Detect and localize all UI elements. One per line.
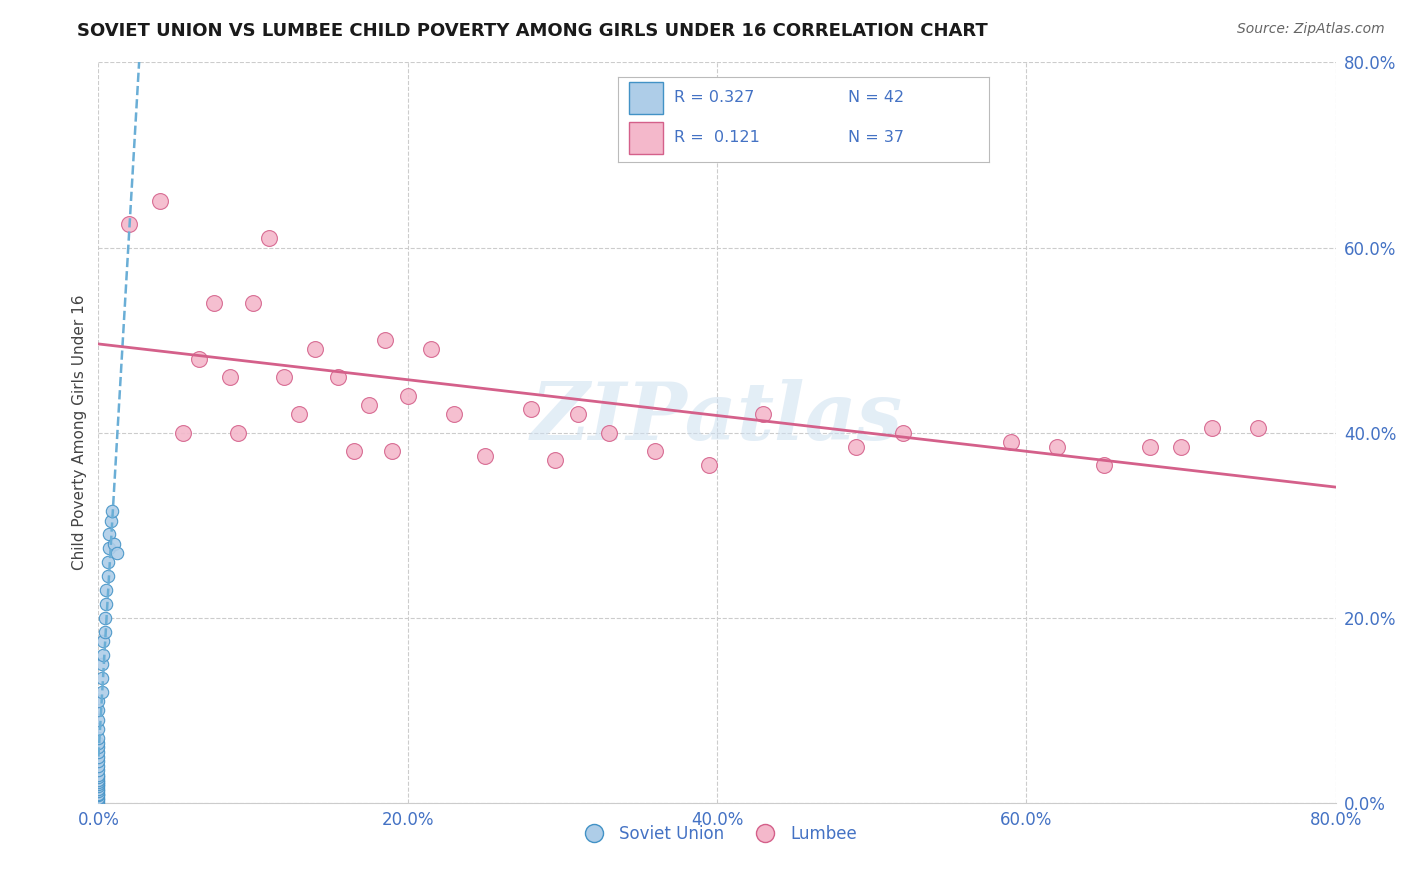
Point — [87, 764, 110, 778]
Point — [90, 685, 112, 699]
Point — [101, 504, 124, 518]
Point — [1247, 421, 1270, 435]
Point — [288, 407, 311, 421]
Point — [87, 745, 110, 759]
Point — [87, 791, 110, 805]
Point — [1170, 440, 1192, 454]
Point — [87, 779, 110, 793]
Point — [699, 458, 721, 472]
Point — [87, 768, 110, 782]
Point — [226, 425, 249, 440]
Point — [1201, 421, 1223, 435]
Point — [567, 407, 589, 421]
Point — [87, 731, 110, 745]
Point — [87, 703, 110, 717]
Point — [419, 343, 441, 357]
Point — [149, 194, 172, 209]
Text: SOVIET UNION VS LUMBEE CHILD POVERTY AMONG GIRLS UNDER 16 CORRELATION CHART: SOVIET UNION VS LUMBEE CHILD POVERTY AMO… — [77, 22, 988, 40]
Point — [87, 784, 110, 798]
Point — [87, 740, 110, 755]
Point — [87, 774, 110, 789]
Point — [644, 444, 666, 458]
Point — [87, 772, 110, 787]
Point — [891, 425, 914, 440]
Point — [91, 633, 114, 648]
Point — [242, 296, 264, 310]
Point — [1046, 440, 1069, 454]
Point — [343, 444, 366, 458]
Point — [752, 407, 775, 421]
Point — [87, 754, 110, 768]
Point — [87, 694, 110, 708]
Point — [87, 787, 110, 801]
Point — [520, 402, 543, 417]
Point — [1139, 440, 1161, 454]
Point — [87, 770, 110, 784]
Point — [98, 527, 121, 541]
Point — [118, 218, 141, 232]
Point — [273, 370, 295, 384]
Point — [97, 569, 120, 583]
Point — [326, 370, 350, 384]
Point — [257, 231, 280, 245]
Point — [172, 425, 194, 440]
Point — [87, 722, 110, 736]
Text: ZIPatlas: ZIPatlas — [531, 379, 903, 457]
Point — [103, 536, 125, 550]
Text: Source: ZipAtlas.com: Source: ZipAtlas.com — [1237, 22, 1385, 37]
Point — [91, 648, 114, 662]
Point — [90, 671, 112, 685]
Point — [357, 398, 380, 412]
Point — [845, 440, 868, 454]
Point — [96, 597, 118, 611]
Point — [87, 796, 110, 810]
Point — [93, 624, 115, 639]
Point — [96, 582, 118, 597]
Point — [396, 388, 419, 402]
Point — [87, 793, 110, 807]
Point — [598, 425, 620, 440]
Point — [90, 657, 112, 671]
Point — [204, 296, 226, 310]
Legend: Soviet Union, Lumbee: Soviet Union, Lumbee — [571, 819, 863, 850]
Point — [87, 777, 110, 791]
Point — [97, 555, 120, 569]
Point — [381, 444, 404, 458]
Point — [105, 546, 128, 560]
Point — [474, 449, 496, 463]
Point — [443, 407, 465, 421]
Point — [87, 749, 110, 764]
Point — [543, 453, 565, 467]
Point — [87, 736, 110, 750]
Point — [219, 370, 242, 384]
Point — [98, 541, 121, 556]
Y-axis label: Child Poverty Among Girls Under 16: Child Poverty Among Girls Under 16 — [72, 295, 87, 570]
Point — [304, 343, 326, 357]
Point — [188, 351, 211, 366]
Point — [87, 781, 110, 796]
Point — [1000, 434, 1022, 449]
Point — [374, 333, 396, 347]
Point — [1092, 458, 1115, 472]
Point — [87, 758, 110, 772]
Point — [87, 713, 110, 727]
Point — [100, 514, 122, 528]
Point — [87, 789, 110, 803]
Point — [93, 610, 115, 624]
